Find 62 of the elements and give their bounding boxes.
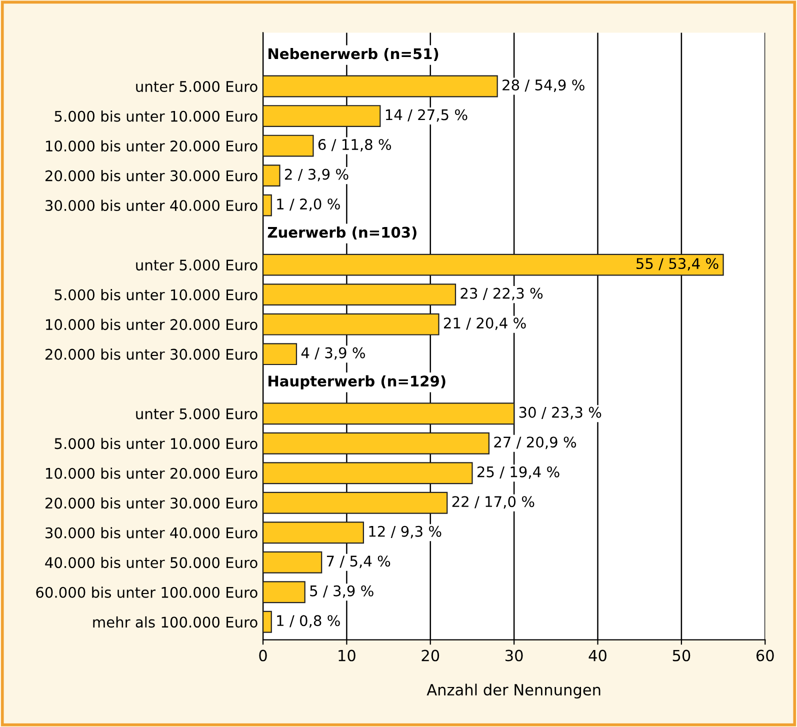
data-label: 22 / 17,0 % bbox=[452, 496, 534, 509]
data-label: 25 / 19,4 % bbox=[477, 466, 560, 479]
y-tick-label: 20.000 bis unter 30.000 Euro bbox=[46, 170, 258, 182]
bar bbox=[263, 284, 456, 306]
data-label: 1 / 2,0 % bbox=[277, 198, 340, 212]
bar bbox=[263, 194, 272, 216]
x-tick-label: 0 bbox=[259, 650, 267, 662]
data-label: 4 / 3,9 % bbox=[301, 347, 366, 360]
bar bbox=[263, 462, 473, 484]
bar bbox=[263, 105, 381, 128]
y-tick-label: mehr als 100.000 Euro bbox=[93, 616, 258, 628]
bar bbox=[263, 610, 272, 633]
data-label: 14 / 27,5 % bbox=[386, 109, 468, 122]
y-tick-label: unter 5.000 Euro bbox=[136, 408, 258, 420]
bar bbox=[263, 134, 314, 157]
bar bbox=[263, 551, 322, 574]
y-tick-label: 60.000 bis unter 100.000 Euro bbox=[36, 586, 258, 598]
data-label: 55 / 53,4 % bbox=[636, 258, 718, 271]
bar bbox=[263, 432, 490, 454]
y-tick-label: Nebenerwerb (n=51) bbox=[268, 48, 438, 61]
bar bbox=[263, 164, 280, 187]
y-tick-label: unter 5.000 Euro bbox=[136, 80, 258, 92]
data-label: 7 / 5,4 % bbox=[326, 556, 390, 568]
bar bbox=[263, 75, 498, 98]
y-tick-label: 30.000 bis unter 40.000 Euro bbox=[46, 200, 258, 212]
y-tick-label: unter 5.000 Euro bbox=[136, 260, 258, 271]
bar bbox=[263, 313, 440, 336]
y-tick-label: 40.000 bis unter 50.000 Euro bbox=[45, 556, 258, 568]
bar bbox=[263, 343, 298, 366]
y-tick-label: 10.000 bis unter 20.000 Euro bbox=[46, 140, 258, 152]
data-label: 21 / 20,4 % bbox=[444, 318, 526, 330]
x-tick-label: 60 bbox=[756, 650, 774, 662]
bar bbox=[263, 492, 448, 514]
y-tick-label: Haupterwerb (n=129) bbox=[268, 375, 446, 390]
x-tick-label: 20 bbox=[422, 650, 440, 662]
data-label: 12 / 9,3 % bbox=[369, 526, 442, 538]
data-label: 1 / 0,8 % bbox=[277, 615, 340, 628]
x-tick-label: 30 bbox=[506, 650, 523, 662]
y-tick-label: Zuerwerb (n=103) bbox=[268, 226, 416, 240]
data-label: 23 / 22,3 % bbox=[460, 288, 543, 300]
data-label: 27 / 20,9 % bbox=[494, 436, 576, 450]
y-tick-label: 5.000 bis unter 10.000 Euro bbox=[54, 438, 258, 450]
x-tick-label: 50 bbox=[672, 650, 690, 662]
y-tick-label: 10.000 bis unter 20.000 Euro bbox=[46, 318, 258, 330]
bar bbox=[263, 402, 515, 425]
bar bbox=[263, 581, 306, 604]
y-tick-label: 20.000 bis unter 30.000 Euro bbox=[46, 348, 258, 360]
x-tick-label: 10 bbox=[338, 650, 356, 662]
x-tick-label: 40 bbox=[588, 650, 606, 662]
y-tick-label: 10.000 bis unter 20.000 Euro bbox=[46, 468, 258, 479]
bar bbox=[263, 254, 724, 276]
y-tick-label: 5.000 bis unter 10.000 Euro bbox=[54, 110, 258, 122]
bar bbox=[263, 522, 364, 544]
data-label: 5 / 3,9 % bbox=[310, 585, 374, 598]
y-tick-label: 5.000 bis unter 10.000 Euro bbox=[54, 289, 258, 300]
y-tick-label: 30.000 bis unter 40.000 Euro bbox=[46, 527, 258, 538]
y-tick-label: 20.000 bis unter 30.000 Euro bbox=[46, 497, 258, 509]
data-label: 2 / 3,9 % bbox=[285, 168, 348, 182]
data-label: 30 / 23,3 % bbox=[519, 406, 602, 420]
data-label: 6 / 11,8 % bbox=[318, 138, 392, 152]
x-axis-title: Anzahl der Nennungen bbox=[426, 684, 600, 698]
data-label: 28 / 54,9 % bbox=[502, 79, 584, 92]
